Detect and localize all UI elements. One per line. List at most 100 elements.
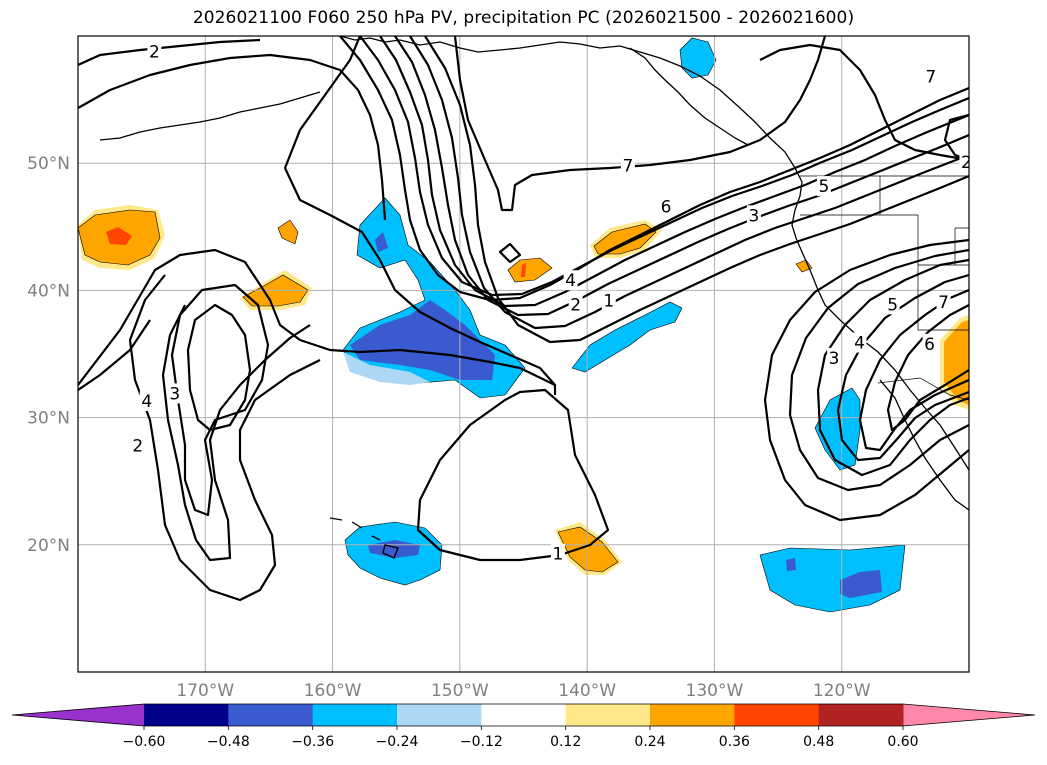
- contour-label-background: [959, 151, 969, 172]
- longitude-labels: 170°W 160°W 150°W 140°W 130°W 120°W: [176, 681, 870, 701]
- colorbar-tick-label: −0.36: [291, 734, 334, 750]
- contour-label: 2: [961, 153, 972, 173]
- pv-contour-7-ridge: [453, 36, 827, 212]
- longitude-label: 160°W: [304, 681, 362, 701]
- pv-contour-jet-3: [379, 36, 969, 308]
- contour-label-background: [936, 291, 951, 312]
- colorbar-segment: [312, 704, 398, 726]
- contour-label-background: [922, 333, 937, 354]
- contour-label-background: [568, 294, 583, 315]
- latitude-labels: 20°N 30°N 40°N 50°N: [27, 154, 70, 556]
- pv-contours: [78, 36, 969, 602]
- colorbar-tick-label: −0.48: [207, 734, 250, 750]
- latitude-label: 50°N: [27, 154, 70, 174]
- contour-label-background: [550, 543, 565, 564]
- pv-contour-west-loop-outer: [128, 274, 321, 602]
- pv-contour-main-trough: [283, 36, 557, 395]
- colorbar-segment: [144, 704, 229, 726]
- contour-label-background: [139, 391, 154, 412]
- contour-label-background: [923, 66, 938, 87]
- pv-contour-east-trough-4: [886, 304, 969, 432]
- map-gridlines: [78, 36, 969, 672]
- contour-label: 2: [132, 437, 143, 457]
- contour-label: 2: [570, 295, 581, 315]
- colorbar-segment: [650, 704, 735, 726]
- contour-label-background: [601, 290, 616, 311]
- map-frame: [77, 35, 970, 673]
- precip-positive-west-red: [106, 227, 132, 245]
- precip-negative-mexico-dark2: [786, 558, 796, 571]
- contour-label: 3: [829, 349, 840, 369]
- precip-negative-mexico: [759, 544, 906, 613]
- pv-contour-jet-6: [424, 36, 969, 344]
- contour-label: 5: [818, 177, 829, 197]
- coastline-baja: [879, 379, 969, 511]
- latitude-label: 20°N: [27, 536, 70, 556]
- coastline-hawaii: [329, 517, 399, 559]
- border-us-mexico: [877, 377, 969, 401]
- latitude-label: 40°N: [27, 281, 70, 301]
- coastline-aleutians: [99, 91, 321, 141]
- precip-negative-small-dark: [375, 232, 388, 252]
- longitude-label: 150°W: [431, 681, 489, 701]
- contour-label-background: [852, 332, 867, 353]
- colorbar: −0.60 −0.48 −0.36 −0.24 −0.12 0.12 0.24 0.36 0.4…: [11, 703, 1036, 750]
- contour-label-background: [563, 270, 578, 291]
- pv-contour-1-outer-south: [78, 319, 151, 391]
- colorbar-tick-label: −0.60: [123, 734, 166, 750]
- colorbar-segment: [397, 704, 482, 726]
- contour-label-background: [885, 294, 900, 315]
- colorbar-extend-low: [12, 704, 144, 726]
- contour-label-background: [130, 435, 145, 456]
- precip-positive-small-3: [795, 259, 813, 273]
- colorbar-segment: [818, 704, 904, 726]
- contour-label: 5: [887, 295, 898, 315]
- colorbar-tick-label: 0.12: [550, 734, 581, 750]
- latitude-label: 30°N: [27, 409, 70, 429]
- contour-label-background: [746, 205, 761, 226]
- contour-label: 6: [661, 197, 672, 217]
- precip-negative-mexico-dark: [840, 570, 882, 598]
- pv-contour-east-trough-outer: [763, 238, 969, 522]
- colorbar-segment: [734, 704, 820, 726]
- contour-label: 3: [169, 384, 180, 404]
- contour-label: 4: [141, 392, 152, 412]
- pv-contour-jet-2: [359, 36, 969, 297]
- precip-negative-central-light: [343, 352, 430, 385]
- colorbar-tick-label: −0.12: [460, 734, 503, 750]
- pv-contour-east-trough-2: [836, 273, 969, 462]
- precip-positive-small-1: [277, 219, 299, 245]
- precip-negative-alaska: [679, 37, 717, 79]
- longitude-label: 130°W: [686, 681, 744, 701]
- contour-label: 7: [938, 293, 949, 313]
- pv-contour-east-trough-3: [858, 288, 969, 452]
- colorbar-tick-label: 0.24: [634, 734, 665, 750]
- pv-contour-west-loop-4: [186, 303, 252, 432]
- contour-label-background: [167, 383, 182, 404]
- precip-positive-small-2: [507, 257, 553, 283]
- pv-contour-jet-4: [394, 36, 969, 317]
- colorbar-tick-label: 0.36: [719, 734, 750, 750]
- precip-negative-eastcentral: [571, 301, 683, 373]
- pv-contour-east-trough-outer-2: [788, 248, 969, 492]
- contour-label-background: [620, 155, 635, 176]
- pv-contour-1-small-loop: [498, 242, 522, 264]
- contour-label: 3: [748, 206, 759, 226]
- pv-contour-east-trough-1: [816, 258, 969, 477]
- colorbar-segment: [228, 704, 314, 726]
- pv-contour-2-north-b: [78, 53, 387, 221]
- coastline-alaska-panhandle: [629, 47, 749, 146]
- contour-label-background: [816, 176, 831, 197]
- precip-positive-small-2-red: [521, 263, 526, 277]
- pv-contour-7-ridge-ne: [759, 43, 969, 162]
- contour-label-background: [827, 347, 842, 368]
- colorbar-segment: [565, 704, 651, 726]
- colorbar-tick-label: 0.60: [887, 734, 918, 750]
- precip-negative-central-dark: [350, 300, 495, 380]
- colorbar-tick-label: −0.24: [376, 734, 419, 750]
- contour-label: 7: [925, 68, 936, 88]
- colorbar-extend-high: [903, 704, 1035, 726]
- longitude-label: 140°W: [558, 681, 616, 701]
